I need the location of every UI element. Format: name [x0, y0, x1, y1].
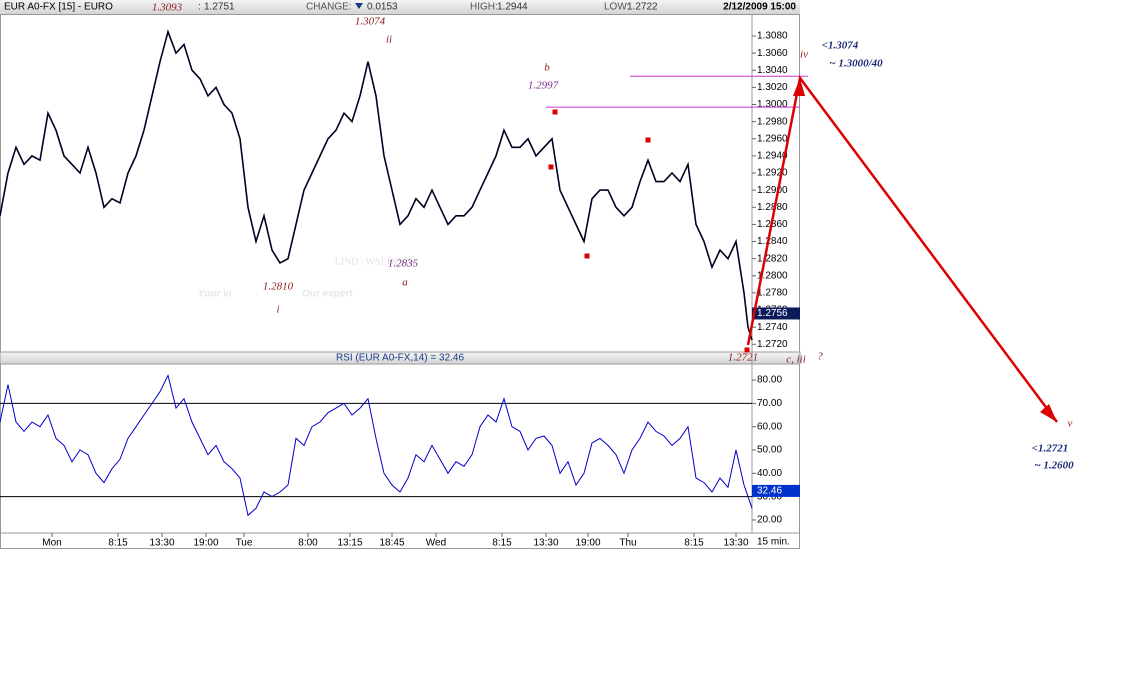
x-tick-label: 13:30: [149, 538, 174, 549]
y-tick-label: 1.2980: [757, 116, 788, 127]
projection-arrowhead: [1040, 404, 1057, 422]
annotation: 1.3074: [355, 16, 386, 28]
high-value: 1.2944: [497, 2, 528, 13]
projection-arrowhead: [793, 78, 805, 96]
rsi-title: RSI (EUR A0-FX,14) = 32.46: [336, 353, 465, 364]
y-tick-label: 1.2740: [757, 322, 788, 333]
y-tick-label: 40.00: [757, 468, 782, 479]
y-tick-label: 1.2940: [757, 151, 788, 162]
down-arrow: [355, 3, 363, 9]
annotation: ~ 1.3000/40: [829, 58, 883, 70]
y-tick-label: 50.00: [757, 445, 782, 456]
annotation: 1.2835: [388, 258, 419, 270]
symbol: EUR A0-FX [15] - EURO: [4, 2, 113, 13]
x-tick-label: 13:15: [337, 538, 362, 549]
y-tick-label: 1.2800: [757, 270, 788, 281]
y-tick-label: 20.00: [757, 515, 782, 526]
annotation: 1.2721: [728, 352, 758, 364]
x-tick-label: 19:00: [575, 538, 600, 549]
last-label: :: [198, 2, 201, 13]
y-tick-label: 1.3060: [757, 48, 788, 59]
watermark: LIND | WALDOCK: [335, 256, 416, 267]
x-tick-label: 13:30: [533, 538, 558, 549]
y-tick-label: 70.00: [757, 398, 782, 409]
datetime: 2/12/2009 15:00: [723, 2, 796, 13]
pivot-marker: [584, 253, 590, 259]
annotation: 1.2997: [528, 80, 559, 92]
x-tick-label: Thu: [619, 538, 636, 549]
y-tick-label: 1.2880: [757, 202, 788, 213]
y-tick-label: 1.2920: [757, 168, 788, 179]
pivot-marker: [552, 109, 558, 115]
y-tick-label: 1.2820: [757, 253, 788, 264]
annotation: iv: [800, 49, 808, 61]
y-tick-label: 1.2960: [757, 133, 788, 144]
x-label: 15 min.: [757, 537, 790, 548]
annotation: v: [1068, 418, 1073, 430]
x-tick-label: 13:30: [723, 538, 748, 549]
x-tick-label: 8:15: [492, 538, 512, 549]
frame: [0, 14, 800, 549]
watermark-tagline: Your vi: [198, 289, 232, 300]
pivot-marker: [744, 347, 750, 353]
change-label: CHANGE:: [306, 2, 352, 13]
y-tick-label: 1.3000: [757, 99, 788, 110]
rsi-current-box: [752, 484, 800, 497]
annotation: ii: [386, 34, 392, 46]
rsi-current-label: 32.46: [757, 486, 782, 497]
low-value: 1.2722: [627, 2, 658, 13]
y-tick-label: 1.2840: [757, 236, 788, 247]
header-bar: [0, 0, 800, 14]
x-tick-label: 8:15: [108, 538, 128, 549]
x-tick-label: Wed: [426, 538, 446, 549]
y-tick-label: 1.3080: [757, 31, 788, 42]
x-tick-label: 8:15: [684, 538, 704, 549]
x-tick-label: 19:00: [193, 538, 218, 549]
annotation: ?: [817, 351, 823, 363]
last-value: 1.2751: [204, 2, 235, 13]
x-tick-label: 8:00: [298, 538, 318, 549]
annotation: c, iii: [786, 354, 806, 366]
last-price-box: [752, 307, 800, 320]
watermark-tagline: Our expert: [302, 289, 353, 300]
series-line: [0, 29, 753, 341]
high-label: HIGH:: [470, 2, 498, 13]
y-tick-label: 80.00: [757, 375, 782, 386]
x-tick-label: Tue: [236, 538, 253, 549]
annotation: i: [276, 304, 279, 316]
annotation: <1.3074: [822, 40, 859, 52]
y-tick-label: 1.2720: [757, 339, 788, 350]
last-price-label: 1.2756: [757, 308, 788, 319]
y-tick-label: 1.2780: [757, 288, 788, 299]
y-tick-label: 1.3020: [757, 82, 788, 93]
annotation: ~ 1.2600: [1034, 460, 1074, 472]
low-label: LOW:: [604, 2, 629, 13]
y-tick-label: 1.3040: [757, 65, 788, 76]
x-tick-label: 18:45: [379, 538, 404, 549]
annotation: <1.2721: [1032, 443, 1069, 455]
annotation: 1.3093: [152, 2, 183, 14]
x-tick-label: Mon: [42, 538, 61, 549]
annotation: b: [544, 62, 550, 74]
rsi-title-bar: [0, 351, 801, 365]
y-tick-label: 1.2900: [757, 185, 788, 196]
pivot-marker: [548, 164, 554, 170]
pivot-marker: [645, 137, 651, 143]
y-tick-label: 60.00: [757, 421, 782, 432]
series-line: [0, 373, 753, 517]
change-value: 0.0153: [367, 2, 398, 13]
annotation: a: [402, 277, 408, 289]
annotation: 1.2810: [263, 281, 294, 293]
